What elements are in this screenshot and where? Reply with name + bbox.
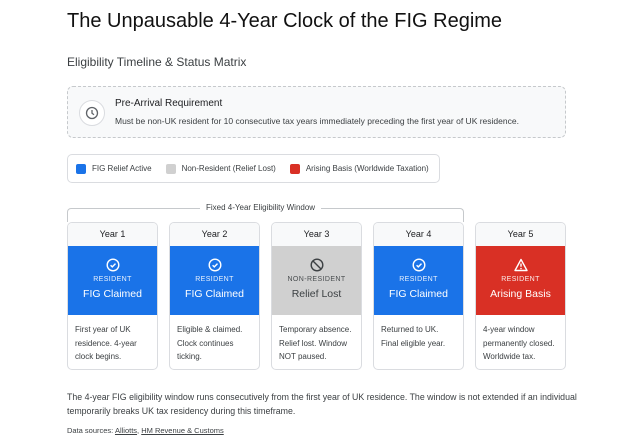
check-circle-icon: [170, 258, 259, 272]
check-circle-icon: [68, 258, 157, 272]
source-link-alliotts[interactable]: Alliotts: [114, 426, 138, 435]
window-label: Fixed 4-Year Eligibility Window: [200, 203, 322, 212]
legend-item-fig-relief: FIG Relief Active: [76, 163, 152, 174]
page-subtitle: Eligibility Timeline & Status Matrix: [67, 55, 247, 69]
legend-item-arising-basis: Arising Basis (Worldwide Taxation): [289, 163, 429, 174]
residency-status: RESIDENT: [195, 276, 234, 283]
year-card-5: Year 5 RESIDENT Arising Basis 4-year win…: [475, 222, 566, 370]
status-block: RESIDENT Arising Basis: [476, 246, 565, 315]
warning-icon: [476, 258, 565, 272]
legend-item-non-resident: Non-Resident (Relief Lost): [165, 163, 276, 174]
year-label: Year 3: [272, 223, 361, 246]
source-link-hmrc[interactable]: HM Revenue & Customs: [141, 426, 224, 435]
year-description: Returned to UK. Final eligible year.: [381, 325, 446, 348]
requirement-text: Must be non-UK resident for 10 consecuti…: [115, 116, 519, 126]
legend-label: Arising Basis (Worldwide Taxation): [305, 164, 429, 173]
legend: FIG Relief Active Non-Resident (Relief L…: [67, 154, 440, 183]
year-card-1: Year 1 RESIDENT FIG Claimed First year o…: [67, 222, 158, 370]
year-card-4: Year 4 RESIDENT FIG Claimed Returned to …: [373, 222, 464, 370]
pre-arrival-requirement: Pre-Arrival Requirement Must be non-UK r…: [67, 86, 566, 138]
relief-status: FIG Claimed: [389, 288, 448, 300]
status-block: NON-RESIDENT Relief Lost: [272, 246, 361, 315]
legend-swatch: [165, 163, 176, 174]
requirement-heading: Pre-Arrival Requirement: [115, 98, 223, 109]
year-description: Temporary absence. Relief lost. Window N…: [279, 325, 352, 361]
footnote: The 4-year FIG eligibility window runs c…: [67, 392, 577, 416]
year-label: Year 2: [170, 223, 259, 246]
status-block: RESIDENT FIG Claimed: [170, 246, 259, 315]
relief-status: Relief Lost: [291, 288, 342, 300]
relief-status: FIG Claimed: [185, 288, 244, 300]
data-sources: Data sources: Alliotts, HM Revenue & Cus…: [67, 426, 224, 435]
year-label: Year 4: [374, 223, 463, 246]
clock-icon: [79, 100, 105, 126]
year-card-3: Year 3 NON-RESIDENT Relief Lost Temporar…: [271, 222, 362, 370]
year-label: Year 5: [476, 223, 565, 246]
year-card-2: Year 2 RESIDENT FIG Claimed Eligible & c…: [169, 222, 260, 370]
year-description: First year of UK residence. 4-year clock…: [75, 325, 137, 361]
residency-status: NON-RESIDENT: [287, 276, 346, 283]
year-label: Year 1: [68, 223, 157, 246]
legend-swatch: [76, 163, 86, 174]
relief-status: Arising Basis: [490, 288, 551, 300]
status-block: RESIDENT FIG Claimed: [374, 246, 463, 315]
year-description: 4-year window permanently closed. Worldw…: [483, 325, 555, 361]
legend-label: FIG Relief Active: [92, 164, 152, 173]
residency-status: RESIDENT: [93, 276, 132, 283]
legend-swatch: [289, 163, 300, 174]
relief-status: FIG Claimed: [83, 288, 142, 300]
check-circle-icon: [374, 258, 463, 272]
legend-label: Non-Resident (Relief Lost): [181, 164, 276, 173]
residency-status: RESIDENT: [501, 276, 540, 283]
block-icon: [272, 258, 361, 272]
page-title: The Unpausable 4-Year Clock of the FIG R…: [67, 10, 503, 32]
status-block: RESIDENT FIG Claimed: [68, 246, 157, 315]
year-description: Eligible & claimed. Clock continues tick…: [177, 325, 243, 361]
sources-label: Data sources:: [67, 426, 114, 435]
residency-status: RESIDENT: [399, 276, 438, 283]
